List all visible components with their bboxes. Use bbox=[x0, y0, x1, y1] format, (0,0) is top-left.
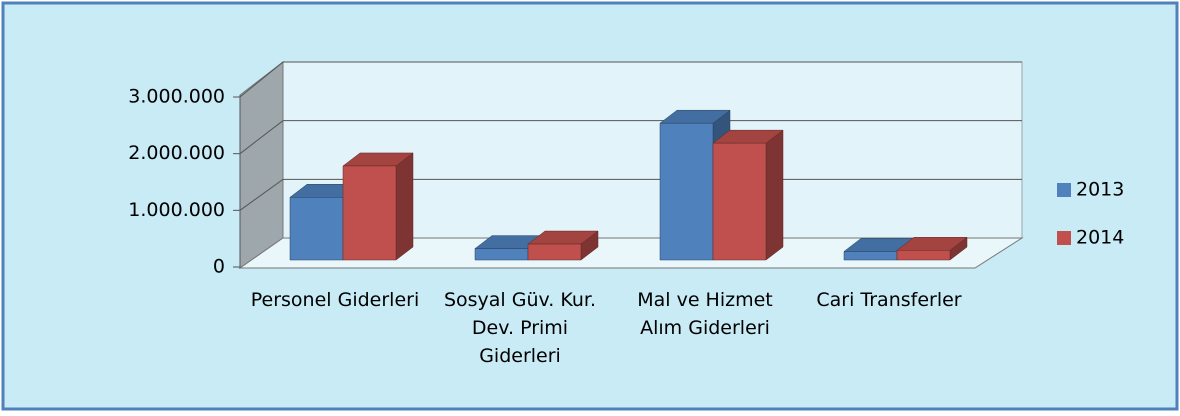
legend-label: 2014 bbox=[1076, 227, 1124, 249]
x-tick-label: Sosyal Güv. Kur. Dev. Primi Giderleri bbox=[443, 289, 597, 367]
legend-swatch bbox=[1057, 183, 1071, 197]
bar bbox=[527, 230, 599, 261]
bar-front bbox=[659, 122, 714, 261]
bar-front bbox=[342, 165, 397, 261]
y-tick-label: 3.000.000 bbox=[128, 86, 225, 108]
x-tick-label: Mal ve Hizmet Alım Giderleri bbox=[637, 289, 773, 339]
bar-front bbox=[712, 142, 767, 261]
y-tick-label: 0 bbox=[213, 256, 225, 278]
grid-line bbox=[239, 120, 1022, 155]
y-tick-label: 1.000.000 bbox=[128, 199, 225, 221]
grid-line bbox=[239, 61, 1022, 98]
legend-label: 2013 bbox=[1076, 179, 1124, 201]
x-tick-label: Personel Giderleri bbox=[250, 289, 420, 311]
bar-front bbox=[527, 243, 582, 261]
bar bbox=[474, 235, 546, 261]
legend-swatch bbox=[1057, 231, 1071, 245]
bar-front bbox=[896, 250, 951, 261]
bar-side bbox=[395, 152, 414, 261]
y-tick-label: 2.000.000 bbox=[128, 142, 225, 164]
side-wall bbox=[239, 60, 284, 269]
bar-side bbox=[765, 129, 784, 261]
x-tick-label: Cari Transferler bbox=[816, 289, 962, 311]
bar bbox=[896, 236, 968, 261]
bar-front bbox=[289, 197, 344, 261]
bar bbox=[712, 129, 784, 261]
bar bbox=[342, 152, 414, 261]
bar-front bbox=[474, 248, 529, 261]
bar-front bbox=[843, 251, 898, 261]
floor bbox=[238, 237, 1024, 269]
